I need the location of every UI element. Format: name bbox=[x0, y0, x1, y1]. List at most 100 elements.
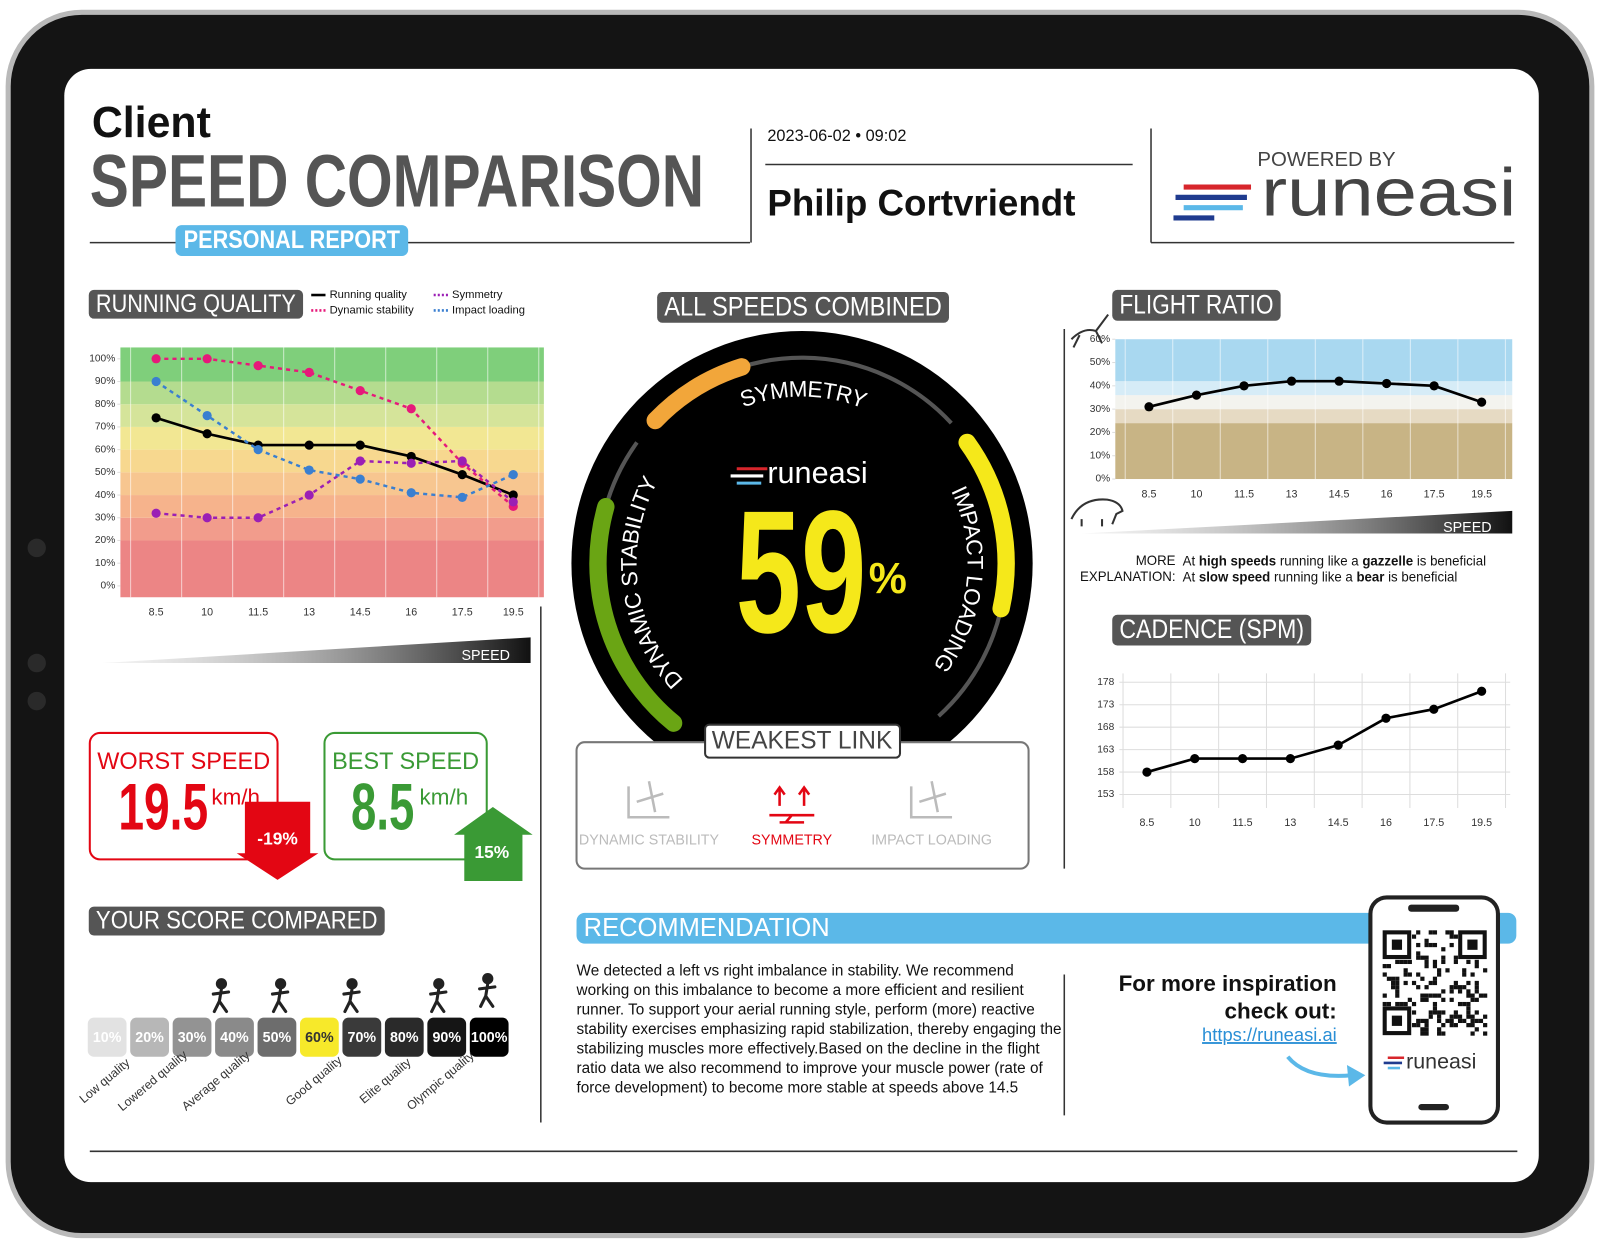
qr-module bbox=[1470, 993, 1475, 998]
qr-module bbox=[1453, 1023, 1458, 1028]
series-line bbox=[1146, 690, 1483, 774]
qr-finder-core bbox=[1467, 939, 1478, 950]
qr-module bbox=[1437, 1018, 1442, 1024]
qr-module bbox=[1441, 955, 1446, 960]
y-tick-label: 178 bbox=[1097, 677, 1114, 688]
qr-module bbox=[1411, 1010, 1417, 1015]
qr-module bbox=[1470, 972, 1475, 977]
data-point bbox=[1286, 376, 1297, 386]
qr-module bbox=[1470, 997, 1475, 1002]
section-label-box bbox=[1112, 614, 1312, 646]
qr-module bbox=[1483, 993, 1488, 998]
y-tick-label: 0% bbox=[1095, 474, 1110, 485]
y-tick-label: 153 bbox=[1097, 789, 1114, 800]
qr-module bbox=[1457, 989, 1463, 994]
qr-module bbox=[1411, 1001, 1417, 1007]
data-point bbox=[406, 404, 416, 414]
x-tick-label: 10 bbox=[201, 606, 213, 618]
data-point bbox=[508, 497, 518, 507]
qr-module bbox=[1470, 1031, 1475, 1036]
speed-card bbox=[323, 731, 488, 861]
data-point bbox=[457, 456, 467, 466]
weakest-link-item: DYNAMIC STABILITY bbox=[579, 833, 720, 849]
icon-shape bbox=[769, 785, 815, 824]
score-level-label: 40% bbox=[220, 1030, 249, 1046]
data-point bbox=[1239, 381, 1249, 391]
qr-module bbox=[1432, 1001, 1438, 1007]
qr-module bbox=[1445, 1018, 1450, 1024]
qr-module bbox=[1474, 959, 1479, 965]
y-tick-label: 173 bbox=[1097, 699, 1114, 710]
qr-module bbox=[1441, 959, 1446, 965]
change-label: -19% bbox=[257, 828, 298, 848]
x-tick-label: 8.5 bbox=[1142, 488, 1157, 500]
qr-module bbox=[1382, 964, 1387, 969]
qr-module bbox=[1420, 1031, 1425, 1036]
score-level-label: 100% bbox=[471, 1030, 508, 1046]
icon-body bbox=[478, 982, 497, 1008]
section-label: CADENCE (SPM) bbox=[1119, 614, 1304, 644]
qr-module bbox=[1432, 942, 1438, 948]
qr-module bbox=[1470, 1014, 1475, 1019]
qr-finder bbox=[1382, 1006, 1412, 1036]
explanation-part: slow speed bbox=[1199, 569, 1270, 584]
x-tick-label: 13 bbox=[303, 606, 315, 618]
data-point bbox=[457, 492, 467, 502]
x-tick-label: 14.5 bbox=[1329, 488, 1350, 500]
quality-band bbox=[120, 426, 544, 450]
qr-module bbox=[1474, 985, 1479, 990]
score-level-label: 20% bbox=[135, 1030, 164, 1046]
qr-module bbox=[1424, 997, 1429, 1002]
side-button bbox=[27, 538, 46, 558]
qr-module bbox=[1424, 955, 1429, 960]
explanation-part: At bbox=[1183, 569, 1199, 584]
qr-module bbox=[1449, 1023, 1454, 1028]
qr-module bbox=[1466, 1010, 1471, 1015]
explanation-part: running like a bbox=[1270, 569, 1356, 584]
qr-finder-core bbox=[1391, 939, 1403, 950]
qr-module bbox=[1432, 964, 1438, 969]
qr-module bbox=[1449, 1014, 1454, 1019]
quality-band bbox=[1115, 395, 1513, 410]
score-level bbox=[130, 1017, 169, 1057]
speed-card bbox=[88, 731, 279, 861]
qr-module bbox=[1462, 968, 1467, 973]
qr-module bbox=[1474, 964, 1479, 969]
cta-link-text: https://runeasi.ai bbox=[1202, 1024, 1337, 1045]
quality-band bbox=[120, 517, 544, 541]
qr-module bbox=[1403, 1001, 1408, 1007]
x-tick-label: 14.5 bbox=[1328, 817, 1349, 829]
x-tick-label: 11.5 bbox=[248, 606, 268, 618]
qr-module bbox=[1416, 930, 1421, 935]
gauge-fill bbox=[646, 358, 751, 430]
qr-module bbox=[1424, 942, 1429, 948]
y-tick-label: 168 bbox=[1097, 722, 1114, 733]
qr-module bbox=[1416, 1023, 1421, 1028]
qr-module bbox=[1470, 1023, 1475, 1028]
phone-notch bbox=[1408, 904, 1460, 912]
quality-band bbox=[120, 347, 544, 382]
quality-band bbox=[120, 495, 544, 518]
qr-module bbox=[1437, 993, 1442, 998]
recommendation-title: RECOMMENDATION bbox=[584, 914, 830, 942]
score-level bbox=[469, 1017, 509, 1057]
score-level bbox=[384, 1017, 424, 1057]
quality-band bbox=[1115, 423, 1513, 480]
score-level bbox=[342, 1017, 382, 1057]
qr-module bbox=[1428, 993, 1433, 998]
icon-shape bbox=[627, 780, 670, 819]
x-tick-label: 16 bbox=[1380, 817, 1392, 829]
qr-module bbox=[1437, 972, 1442, 977]
cta-link[interactable]: https://runeasi.ai bbox=[1202, 1024, 1337, 1045]
qr-module bbox=[1424, 985, 1429, 990]
qr-module bbox=[1391, 985, 1396, 990]
qr-module bbox=[1395, 989, 1400, 994]
quality-band bbox=[120, 381, 544, 405]
qr-module bbox=[1416, 951, 1421, 956]
qr-module bbox=[1407, 997, 1412, 1002]
qr-module bbox=[1403, 959, 1408, 965]
qr-module bbox=[1474, 989, 1479, 994]
qr-module bbox=[1466, 959, 1471, 965]
data-point bbox=[253, 513, 263, 523]
qr-module bbox=[1424, 993, 1429, 998]
